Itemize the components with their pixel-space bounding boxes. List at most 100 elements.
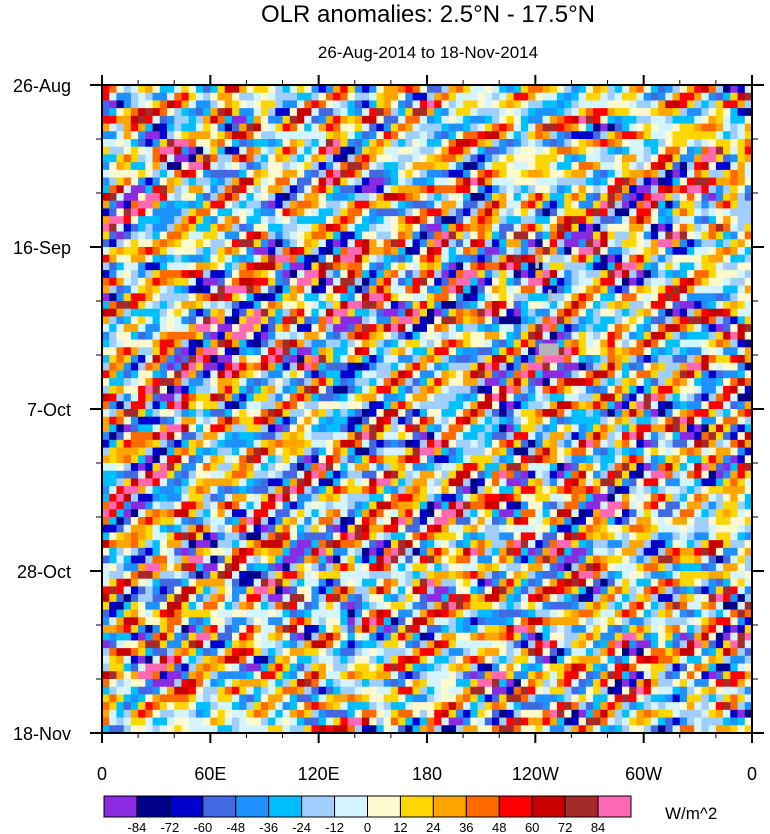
anomaly-cell xyxy=(224,478,233,487)
anomaly-cell xyxy=(557,324,565,333)
anomaly-cell xyxy=(347,115,356,124)
anomaly-cell xyxy=(239,455,247,464)
anomaly-cell xyxy=(492,385,500,394)
anomaly-cell xyxy=(744,262,752,271)
anomaly-cell xyxy=(123,231,132,240)
anomaly-cell xyxy=(427,378,435,387)
anomaly-cell xyxy=(535,285,543,294)
anomaly-cell xyxy=(412,131,421,140)
anomaly-cell xyxy=(593,139,601,148)
anomaly-cell xyxy=(376,115,385,124)
anomaly-cell xyxy=(427,223,435,232)
anomaly-cell xyxy=(571,231,580,240)
anomaly-cell xyxy=(369,177,377,186)
anomaly-cell xyxy=(557,424,565,433)
anomaly-cell xyxy=(181,416,190,425)
anomaly-cell xyxy=(152,239,161,248)
anomaly-cell xyxy=(636,470,645,479)
anomaly-cell xyxy=(109,262,117,271)
anomaly-cell xyxy=(390,85,399,94)
anomaly-cell xyxy=(737,362,746,371)
anomaly-cell xyxy=(542,324,551,333)
anomaly-cell xyxy=(463,347,471,356)
anomaly-cell xyxy=(723,324,731,333)
anomaly-cell xyxy=(636,339,645,348)
anomaly-cell xyxy=(607,339,616,348)
anomaly-cell xyxy=(325,262,334,271)
anomaly-cell xyxy=(607,139,616,148)
anomaly-cell xyxy=(528,393,536,402)
anomaly-cell xyxy=(159,154,168,163)
anomaly-cell xyxy=(405,262,413,271)
anomaly-cell xyxy=(687,316,695,325)
anomaly-cell xyxy=(405,139,413,148)
anomaly-cell xyxy=(145,115,153,124)
anomaly-cell xyxy=(499,478,507,487)
anomaly-cell xyxy=(484,432,493,441)
anomaly-cell xyxy=(470,401,478,410)
anomaly-cell xyxy=(658,270,666,279)
anomaly-cell xyxy=(109,270,117,279)
anomaly-cell xyxy=(311,455,320,464)
anomaly-cell xyxy=(607,293,616,302)
anomaly-cell xyxy=(268,409,276,418)
anomaly-cell xyxy=(470,393,478,402)
anomaly-cell xyxy=(123,308,132,317)
anomaly-cell xyxy=(347,123,356,132)
anomaly-cell xyxy=(506,154,515,163)
anomaly-cell xyxy=(477,85,486,94)
anomaly-cell xyxy=(116,193,125,202)
anomaly-cell xyxy=(477,139,486,148)
anomaly-cell xyxy=(744,339,752,348)
anomaly-cell xyxy=(614,401,623,410)
anomaly-cell xyxy=(390,169,399,178)
anomaly-cell xyxy=(694,92,702,101)
anomaly-cell xyxy=(188,254,197,263)
anomaly-cell xyxy=(398,316,406,325)
anomaly-cell xyxy=(679,254,688,263)
anomaly-cell xyxy=(715,200,724,209)
anomaly-cell xyxy=(571,146,580,155)
anomaly-cell xyxy=(354,509,363,518)
anomaly-cell xyxy=(463,401,471,410)
anomaly-cell xyxy=(181,409,190,418)
anomaly-cell xyxy=(268,416,276,425)
anomaly-cell xyxy=(412,486,421,495)
anomaly-cell xyxy=(311,115,320,124)
anomaly-cell xyxy=(304,331,312,340)
anomaly-cell xyxy=(499,270,507,279)
anomaly-cell xyxy=(167,200,175,209)
anomaly-cell xyxy=(607,301,616,310)
anomaly-cell xyxy=(239,432,247,441)
anomaly-cell xyxy=(138,231,146,240)
anomaly-cell xyxy=(578,416,587,425)
anomaly-cell xyxy=(578,501,587,510)
anomaly-cell xyxy=(535,185,543,194)
anomaly-cell xyxy=(463,463,471,472)
anomaly-cell xyxy=(232,247,240,256)
anomaly-cell xyxy=(109,409,117,418)
anomaly-cell xyxy=(347,239,356,248)
anomaly-cell xyxy=(477,447,486,456)
anomaly-cell xyxy=(253,316,262,325)
anomaly-cell xyxy=(275,439,283,448)
anomaly-cell xyxy=(369,401,377,410)
anomaly-cell xyxy=(419,308,428,317)
anomaly-cell xyxy=(398,231,406,240)
anomaly-cell xyxy=(123,254,132,263)
anomaly-cell xyxy=(253,239,262,248)
anomaly-cell xyxy=(145,447,153,456)
anomaly-cell xyxy=(441,362,450,371)
anomaly-cell xyxy=(629,416,637,425)
anomaly-cell xyxy=(470,146,478,155)
anomaly-cell xyxy=(600,154,608,163)
anomaly-cell xyxy=(744,108,752,117)
anomaly-cell xyxy=(138,285,146,294)
anomaly-cell xyxy=(715,385,724,394)
anomaly-cell xyxy=(665,108,673,117)
anomaly-cell xyxy=(629,154,637,163)
anomaly-cell xyxy=(412,100,421,109)
anomaly-cell xyxy=(210,362,218,371)
anomaly-cell xyxy=(687,231,695,240)
anomaly-cell xyxy=(679,146,688,155)
